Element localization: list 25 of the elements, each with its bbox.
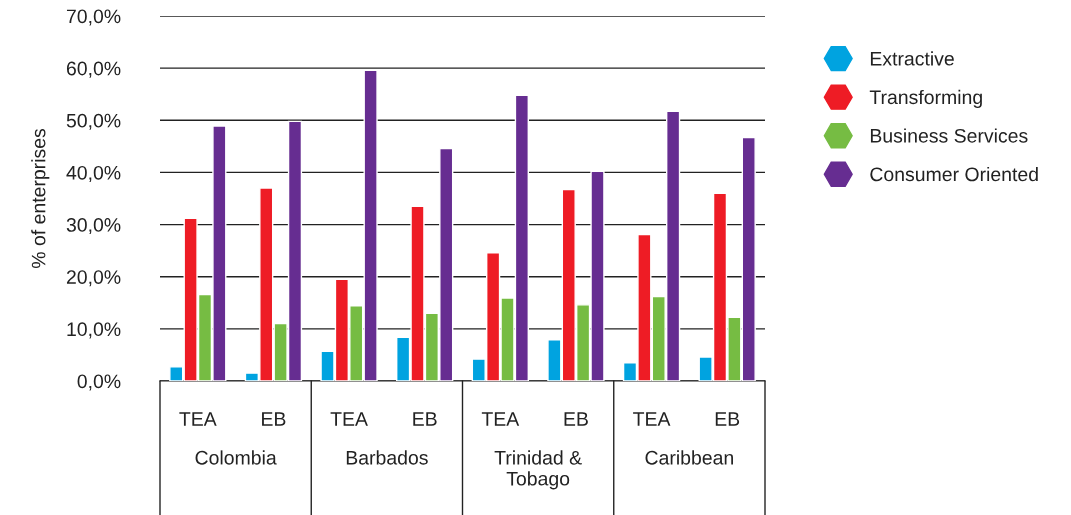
y-tick-label: 70,0% [66,9,121,26]
y-tick-label: 40,0% [66,165,121,182]
text: Trinidad & Tobago [494,450,582,490]
x-tick-label: EB [262,412,286,426]
x-tick-label: EB [413,412,437,426]
y-tick-label: 60,0% [66,61,121,78]
y-tick-label: 20,0% [66,270,121,287]
y-axis-title: % of enterprises [31,128,50,269]
legend-label: Business Services [870,128,1028,143]
x-tick-label: TEA [330,412,368,426]
y-tick-label: 10,0% [67,322,121,339]
x-tick-label: TEA [633,412,671,426]
y-tick-label: 30,0% [66,218,121,235]
text: Barbados [346,450,428,465]
legend-label: Transforming [869,89,982,108]
legend-label: Extractive [870,51,954,66]
y-tick-label: 0,0% [77,374,121,391]
x-tick-label: EB [564,412,588,426]
text: Caribbean [645,450,733,465]
y-tick-label: 50,0% [66,113,121,130]
x-tick-label: EB [715,412,740,426]
text: Colombia [195,450,277,465]
x-tick-label: TEA [481,412,520,426]
legend-label: Consumer Oriented [870,166,1038,182]
x-tick-label: TEA [179,412,217,426]
